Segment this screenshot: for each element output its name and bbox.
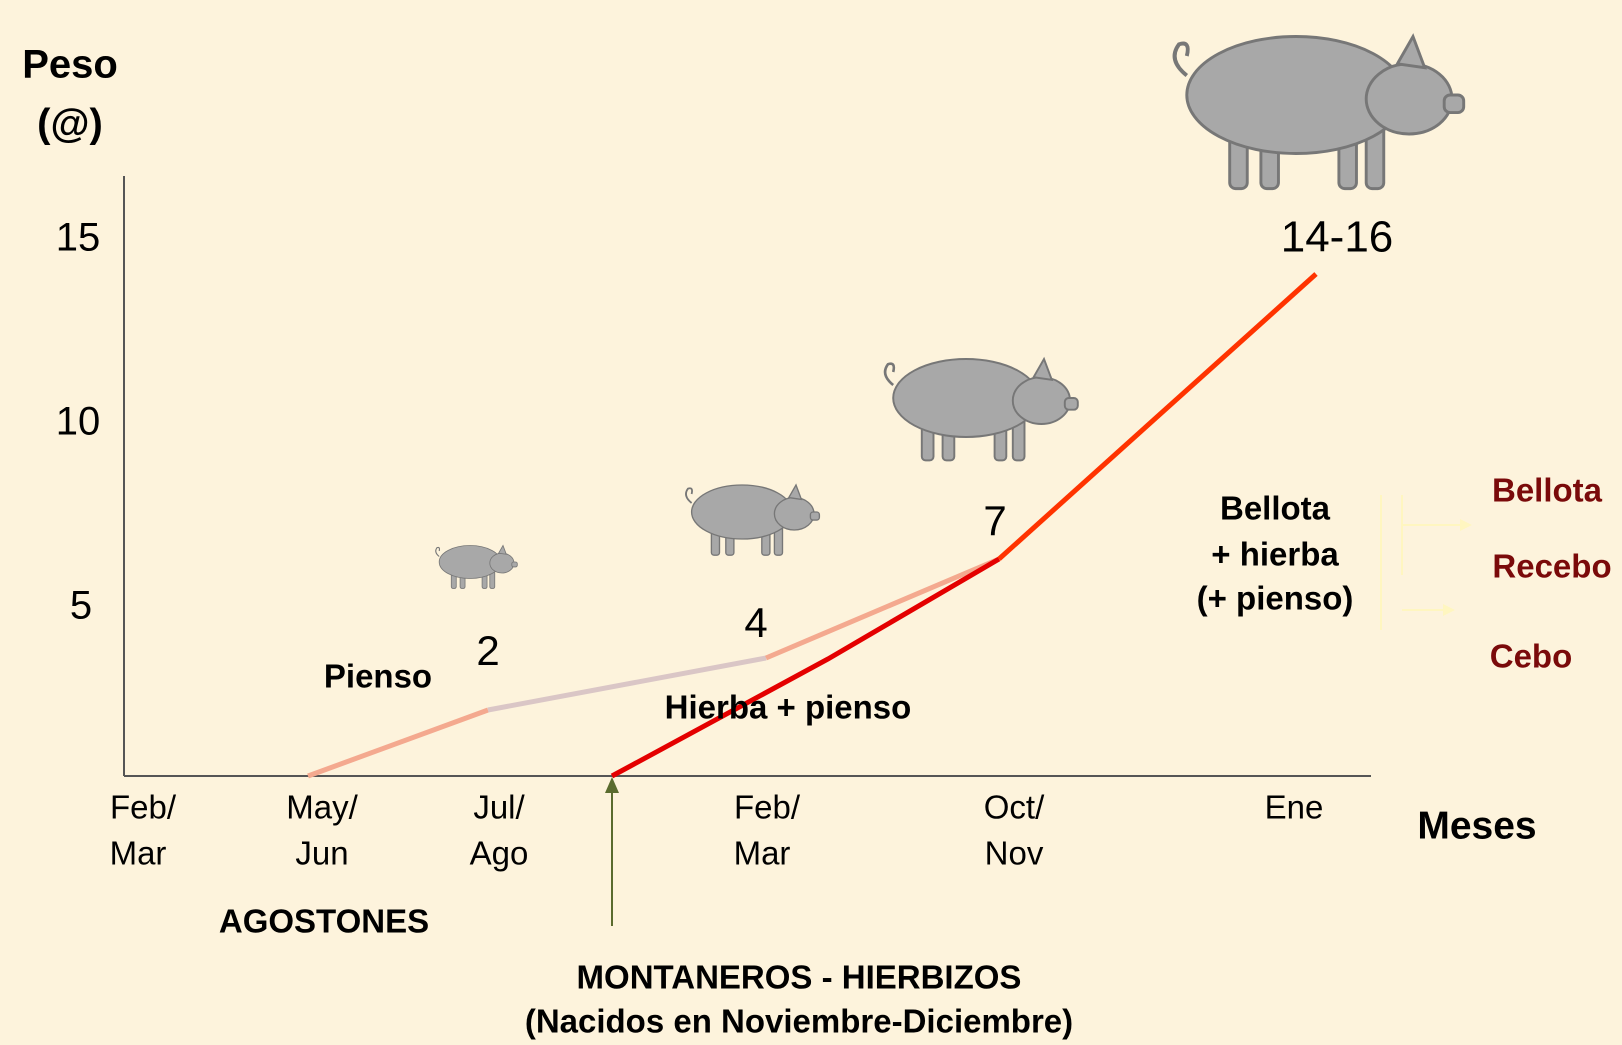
category-list: Bellota Recebo Cebo	[1490, 472, 1612, 675]
point-label: 4	[744, 599, 767, 646]
point-label: 14-16	[1281, 213, 1394, 262]
x-ticks: Feb/ Mar May/ Jun Jul/ Ago Feb/ Mar Oct/…	[110, 789, 1324, 872]
point-label: 2	[476, 627, 499, 674]
group-label: (Nacidos en Noviembre-Diciembre)	[525, 1003, 1073, 1040]
x-tick-label: Jun	[295, 835, 348, 872]
y-tick-label: 5	[70, 584, 92, 628]
x-tick-label: Ago	[470, 835, 529, 872]
x-tick-label: Feb/	[734, 789, 801, 826]
montaneros-line	[610, 556, 1001, 779]
x-title: Meses	[1417, 804, 1536, 847]
x-tick-label: Mar	[110, 835, 167, 872]
x-tick-label: Nov	[985, 835, 1044, 872]
annotation: Pienso	[324, 658, 432, 695]
x-tick-label: Mar	[734, 835, 791, 872]
group-label: AGOSTONES	[219, 903, 429, 940]
agostones-line	[487, 655, 767, 713]
pale-arrow-head	[1460, 519, 1472, 531]
montaneros-line	[997, 272, 1318, 561]
x-tick-label: May/	[286, 789, 358, 826]
agostones-line	[765, 556, 1000, 661]
x-tick-label: Feb/	[110, 789, 177, 826]
agostones-line	[307, 707, 489, 779]
group-label: MONTANEROS - HIERBIZOS	[577, 959, 1022, 996]
birth-arrow-head	[605, 777, 619, 793]
pale-arrow-head	[1443, 604, 1455, 616]
y-title: (@)	[37, 102, 103, 146]
annotation: Hierba + pienso	[665, 689, 912, 726]
x-tick-label: Oct/	[984, 789, 1045, 826]
annotation: (+ pienso)	[1197, 580, 1354, 617]
annotation: Bellota	[1220, 490, 1331, 527]
x-tick-label: Ene	[1265, 789, 1324, 826]
annotation: + hierba	[1211, 536, 1339, 573]
point-label: 7	[983, 497, 1006, 544]
category: Bellota	[1492, 472, 1603, 509]
y-tick-label: 10	[56, 400, 101, 444]
y-title: Peso	[22, 43, 118, 87]
y-tick-label: 15	[56, 216, 101, 260]
category: Cebo	[1490, 638, 1573, 675]
x-tick-label: Jul/	[473, 789, 525, 826]
category: Recebo	[1492, 548, 1611, 585]
